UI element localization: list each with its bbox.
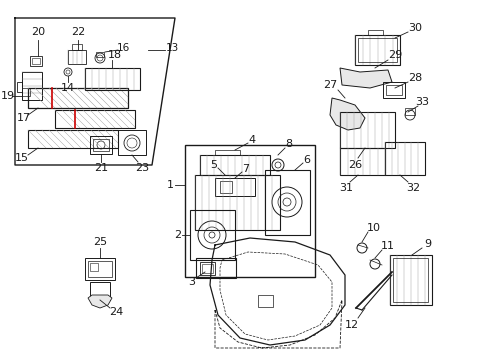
Bar	[72, 44, 82, 50]
Text: 30: 30	[407, 23, 421, 33]
Bar	[30, 56, 42, 66]
Text: 8: 8	[285, 139, 292, 149]
Text: 1: 1	[166, 180, 173, 190]
Bar	[17, 82, 22, 92]
Bar	[184, 145, 314, 277]
Text: 31: 31	[338, 183, 352, 193]
Text: 10: 10	[366, 223, 380, 233]
Text: 14: 14	[61, 83, 75, 93]
Text: 17: 17	[17, 113, 31, 123]
Bar	[22, 88, 30, 96]
Text: 33: 33	[414, 97, 428, 107]
Text: 13: 13	[165, 43, 178, 53]
Bar	[28, 130, 118, 148]
Text: 20: 20	[31, 27, 45, 37]
Text: 21: 21	[94, 163, 108, 173]
Bar	[118, 130, 146, 155]
Text: 11: 11	[380, 241, 394, 251]
Bar	[354, 35, 399, 65]
Bar	[404, 108, 414, 115]
Text: 28: 28	[407, 73, 421, 83]
Bar	[264, 170, 309, 235]
Bar	[85, 258, 115, 280]
Text: 4: 4	[248, 135, 255, 145]
Bar	[258, 295, 272, 307]
Bar	[90, 136, 112, 154]
Text: 6: 6	[303, 155, 310, 165]
Text: 32: 32	[405, 183, 419, 193]
Text: 18: 18	[108, 50, 122, 60]
Bar	[382, 82, 404, 98]
Bar	[357, 38, 396, 62]
Text: 16: 16	[116, 43, 129, 53]
Text: 15: 15	[15, 153, 29, 163]
Bar	[385, 85, 401, 95]
Bar	[392, 258, 427, 302]
Text: 24: 24	[109, 307, 123, 317]
Bar	[22, 72, 42, 100]
Bar	[215, 178, 254, 196]
Text: 23: 23	[135, 163, 149, 173]
Bar	[367, 30, 382, 35]
Text: 26: 26	[347, 160, 361, 170]
Bar	[339, 148, 384, 175]
Bar	[32, 58, 40, 64]
Bar	[85, 68, 140, 90]
Bar	[200, 262, 215, 275]
Bar	[88, 261, 112, 277]
Bar	[200, 155, 269, 175]
Text: 7: 7	[242, 164, 249, 174]
Bar	[215, 150, 240, 155]
Text: 19: 19	[1, 91, 15, 101]
Polygon shape	[339, 68, 391, 88]
Bar	[220, 181, 231, 193]
Text: 2: 2	[174, 230, 181, 240]
Bar	[195, 175, 280, 230]
Bar	[55, 110, 135, 128]
Polygon shape	[88, 295, 112, 308]
Text: 27: 27	[322, 80, 336, 90]
Text: 12: 12	[344, 320, 358, 330]
Text: 9: 9	[424, 239, 431, 249]
Bar	[93, 139, 109, 151]
Text: 5: 5	[210, 160, 217, 170]
Bar	[384, 142, 424, 175]
Text: 22: 22	[71, 27, 85, 37]
Bar	[202, 264, 213, 273]
Bar	[28, 88, 128, 108]
Bar	[68, 50, 86, 64]
Polygon shape	[329, 98, 364, 130]
Bar	[339, 112, 394, 148]
Bar	[90, 263, 98, 271]
Text: 3: 3	[188, 277, 195, 287]
Bar	[196, 258, 236, 278]
Bar	[96, 52, 104, 57]
Bar	[90, 282, 110, 300]
Text: 25: 25	[93, 237, 107, 247]
Text: 29: 29	[387, 50, 401, 60]
Bar	[389, 255, 431, 305]
Bar	[190, 210, 235, 260]
